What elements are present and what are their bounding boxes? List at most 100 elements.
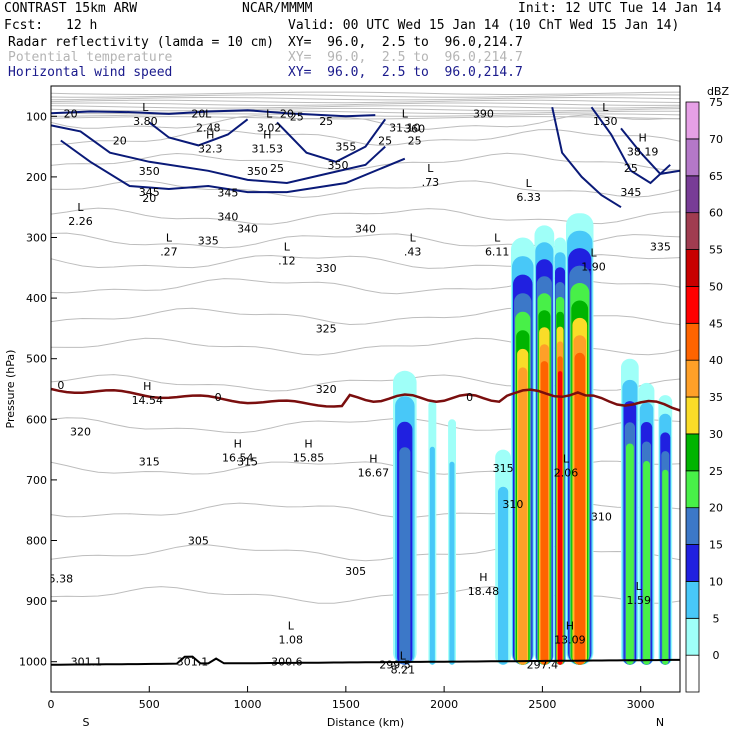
y-tick-label: 500 <box>26 353 47 366</box>
colorbar-swatch <box>685 617 700 656</box>
high-low-value: 2.26 <box>68 215 93 228</box>
reflectivity-cell <box>498 486 509 665</box>
theta-contour-line <box>51 152 680 171</box>
y-tick-label: 400 <box>26 292 47 305</box>
colorbar-swatch <box>685 359 700 398</box>
theta-label: 325 <box>316 322 337 335</box>
high-low-value: .73 <box>422 176 440 189</box>
theta-contour-line <box>51 105 680 109</box>
theta-label: 335 <box>198 235 219 248</box>
colorbar-swatch <box>685 396 700 435</box>
theta-contour-line <box>51 91 680 96</box>
freezing-level-line <box>51 387 680 412</box>
high-low-marker: L <box>402 107 409 120</box>
colorbar-label: 25 <box>709 465 723 478</box>
high-low-value: 1.59 <box>626 594 651 607</box>
reflectivity-cell <box>626 443 634 665</box>
fcst-label: Fcst: <box>4 18 44 33</box>
colorbar-label: 0 <box>713 649 720 662</box>
colorbar-swatch <box>685 507 700 545</box>
y-tick-label: 300 <box>26 232 47 245</box>
wind-label: 20 <box>191 107 205 120</box>
wind-contour-line <box>620 127 680 175</box>
high-low-marker: H <box>639 132 647 145</box>
wind-label: 25 <box>270 162 284 175</box>
theta-label: 310 <box>591 510 612 523</box>
org-label: NCAR/MMMM <box>242 1 313 16</box>
high-low-value: 1.90 <box>581 261 606 274</box>
high-low-marker: L <box>400 650 407 663</box>
theta-label: 299.5 <box>379 659 411 672</box>
wind-label: 25 <box>319 115 333 128</box>
y-tick-label: 600 <box>26 413 47 426</box>
axes: 0 500 1000 1500 2000 2500 30001002003004005006… <box>4 110 664 729</box>
colorbar-label: 15 <box>709 539 723 552</box>
x-tick-label: 1000 <box>234 698 262 711</box>
field-xy-wind: XY= 96.0, 2.5 to 96.0,214.7 <box>288 65 523 80</box>
high-low-marker: L <box>142 101 149 114</box>
high-low-marker: L <box>284 241 291 254</box>
high-low-marker: L <box>288 619 295 632</box>
theta-label: 315 <box>237 456 258 469</box>
colorbar-swatch <box>685 138 700 177</box>
wind-contour-line <box>51 109 376 118</box>
plot-frame <box>50 85 681 693</box>
high-low-marker: H <box>566 619 574 632</box>
colorbar-swatch <box>685 285 700 324</box>
colorbar-label: 55 <box>709 244 723 257</box>
high-low-marker: H <box>143 380 151 393</box>
high-low-value: .43 <box>404 246 422 259</box>
x-tick-label: 0 <box>48 698 55 711</box>
freezing-line <box>51 387 680 666</box>
colorbar-swatch <box>685 433 700 472</box>
colorbar-label: 20 <box>709 502 723 515</box>
y-tick-label: 900 <box>26 595 47 608</box>
colorbar-label: 40 <box>709 354 723 367</box>
colorbar-swatch <box>685 175 700 214</box>
theta-contour-line <box>51 116 680 120</box>
colorbar-swatch <box>685 322 700 361</box>
high-low-value: 3.80 <box>133 115 158 128</box>
theta-label: 345 <box>217 187 238 200</box>
high-low-marker: L <box>590 247 597 260</box>
high-low-value: 15.85 <box>293 452 325 465</box>
high-low-marker: H <box>304 438 312 451</box>
high-low-marker: L <box>526 177 533 190</box>
high-low-marker: H <box>479 571 487 584</box>
high-low-value: 6.11 <box>485 246 510 259</box>
high-low-marker: L <box>494 232 501 245</box>
y-tick-label: 100 <box>26 110 47 123</box>
wind-label: 25 <box>290 110 304 123</box>
theta-label: 345 <box>620 186 641 199</box>
freezing-label: 0 <box>215 391 222 404</box>
theta-contour-line <box>51 99 680 104</box>
high-low-marker: L <box>166 232 173 245</box>
colorbar-swatch <box>685 581 700 619</box>
y-tick-label: 800 <box>26 535 47 548</box>
x-endpoint-right: N <box>656 716 664 729</box>
wind-label: 25 <box>624 162 638 175</box>
reflectivity-cell <box>429 446 435 665</box>
x-endpoint-left: S <box>83 716 90 729</box>
y-tick-label: 1000 <box>19 656 47 669</box>
high-low-value: 3.02 <box>257 121 282 134</box>
freezing-label: 0 <box>57 379 64 392</box>
y-tick-label: 700 <box>26 474 47 487</box>
y-tick-label: 200 <box>26 171 47 184</box>
field-xy-reflectivity: XY= 96.0, 2.5 to 96.0,214.7 <box>288 35 523 50</box>
colorbar-label: 70 <box>709 133 723 146</box>
wind-label: 20 <box>113 135 127 148</box>
valid-time: Valid: 00 UTC Wed 15 Jan 14 (10 ChT Wed … <box>288 18 680 33</box>
reflectivity-cell <box>540 361 549 665</box>
high-low-value: 38.19 <box>627 146 659 159</box>
x-tick-label: 2500 <box>528 698 556 711</box>
colorbar-label: 45 <box>709 317 723 330</box>
high-low-value: 31.53 <box>251 142 283 155</box>
high-low-value: 16.67 <box>358 467 390 480</box>
freezing-label: 0 <box>466 391 473 404</box>
theta-label: 360 <box>404 122 425 135</box>
high-low-value: 16.54 <box>222 452 254 465</box>
wind-contour-line <box>148 118 249 147</box>
theta-label: 390 <box>473 107 494 120</box>
